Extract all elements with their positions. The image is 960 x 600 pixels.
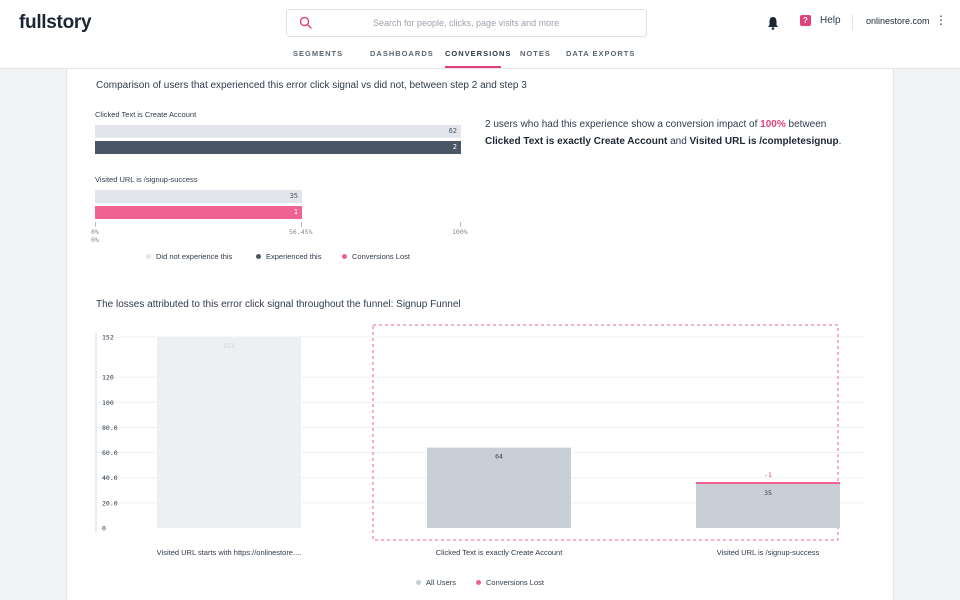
funnel-bar: [427, 447, 571, 528]
insight-end: .: [838, 136, 842, 147]
legend-dot: [416, 580, 421, 585]
main-nav-tabs: SEGMENTS DASHBOARDS CONVERSIONS NOTES DA…: [0, 47, 960, 69]
legend-label: Did not experience this: [156, 252, 233, 261]
insight-step-b: Visited URL is /completesignup: [689, 136, 839, 147]
conversions-lost-label: -1: [764, 471, 772, 479]
help-link[interactable]: Help: [820, 15, 841, 26]
legend-dot: [146, 254, 151, 259]
bar-conversions-lost[interactable]: 1: [95, 206, 302, 219]
axis-tick-label: 0%: [91, 228, 99, 236]
bar-value: 35: [289, 192, 298, 200]
bar-value-label: 35: [764, 489, 772, 497]
tab-dashboards[interactable]: DASHBOARDS: [370, 49, 434, 58]
y-tick-label: 0: [102, 525, 106, 533]
insight-and: and: [670, 136, 687, 147]
y-tick-label: 40.0: [102, 474, 118, 482]
highlight-box: [372, 324, 839, 541]
legend-conversions-lost[interactable]: Conversions Lost: [476, 578, 544, 587]
insight-mid: between: [788, 119, 827, 130]
axis-tick-label: 100%: [452, 228, 468, 236]
axis-tick-label: 0%: [91, 236, 99, 244]
header-divider: [852, 14, 853, 30]
conversion-impact-summary: 2 users who had this experience show a c…: [485, 116, 875, 150]
legend-label: Conversions Lost: [352, 252, 410, 261]
axis-tick-mark: [301, 222, 302, 227]
tab-conversions[interactable]: CONVERSIONS: [445, 49, 512, 58]
bar-value: 1: [293, 208, 298, 216]
tab-segments[interactable]: SEGMENTS: [293, 49, 344, 58]
legend-label: Experienced this: [266, 252, 322, 261]
legend-did-not-experience[interactable]: Did not experience this: [146, 252, 232, 261]
axis-tick-label: 56.45%: [289, 228, 313, 236]
help-icon[interactable]: ?: [800, 15, 811, 26]
legend-label: All Users: [426, 578, 457, 587]
group-label-create-account: Clicked Text is Create Account: [95, 110, 197, 119]
legend-conversions-lost[interactable]: Conversions Lost: [342, 252, 410, 261]
insight-step-a: Clicked Text is exactly Create Account: [485, 136, 668, 147]
category-label: Visited URL starts with https://onlinest…: [157, 548, 302, 557]
bar-value-label: 64: [495, 453, 503, 461]
tab-notes[interactable]: NOTES: [520, 49, 551, 58]
impact-percent: 100%: [760, 119, 786, 130]
category-label: Clicked Text is exactly Create Account: [436, 548, 564, 557]
y-tick-label: 80.0: [102, 424, 118, 432]
axis-tick-mark: [95, 222, 96, 227]
legend-experienced[interactable]: Experienced this: [256, 252, 321, 261]
legend-label: Conversions Lost: [486, 578, 544, 587]
legend-dot: [476, 580, 481, 585]
y-tick-label: 100: [102, 399, 114, 407]
insight-prefix: 2 users who had this experience show a c…: [485, 119, 758, 130]
y-tick-label: 152: [102, 334, 114, 342]
active-tab-indicator: [445, 66, 501, 68]
bar-value-label: 152: [223, 342, 235, 350]
bar-value: 62: [448, 127, 457, 135]
org-switcher[interactable]: onlinestore.com: [866, 16, 930, 26]
legend-all-users[interactable]: All Users: [416, 578, 456, 587]
tab-data-exports[interactable]: DATA EXPORTS: [566, 49, 636, 58]
category-label: Visited URL is /signup-success: [717, 548, 820, 557]
axis-tick-mark: [460, 222, 461, 227]
y-tick-label: 120: [102, 374, 114, 382]
bar-value: 2: [452, 143, 457, 151]
search-icon: [299, 16, 312, 29]
funnel-bar: [696, 484, 840, 528]
funnel-bar: [157, 337, 301, 528]
legend-dot: [342, 254, 347, 259]
more-menu-icon[interactable]: ⋮: [935, 13, 947, 27]
y-tick-label: 60.0: [102, 449, 118, 457]
logo[interactable]: fullstory: [19, 12, 92, 33]
search-input[interactable]: Search for people, clicks, page visits a…: [286, 9, 647, 37]
bell-icon[interactable]: [767, 16, 779, 30]
legend-dot: [256, 254, 261, 259]
bar-did-not-experience[interactable]: 35: [95, 190, 302, 203]
search-placeholder: Search for people, clicks, page visits a…: [373, 18, 560, 28]
top-bar: fullstory Search for people, clicks, pag…: [0, 0, 960, 69]
conversions-lost-bar: [696, 482, 840, 485]
comparison-title: Comparison of users that experienced thi…: [96, 80, 527, 91]
bar-did-not-experience[interactable]: 62: [95, 125, 461, 138]
funnel-title: The losses attributed to this error clic…: [96, 299, 461, 310]
group-label-signup-success: Visited URL is /signup-success: [95, 175, 198, 184]
y-tick-label: 20.0: [102, 499, 118, 507]
bar-experienced[interactable]: 2: [95, 141, 461, 154]
